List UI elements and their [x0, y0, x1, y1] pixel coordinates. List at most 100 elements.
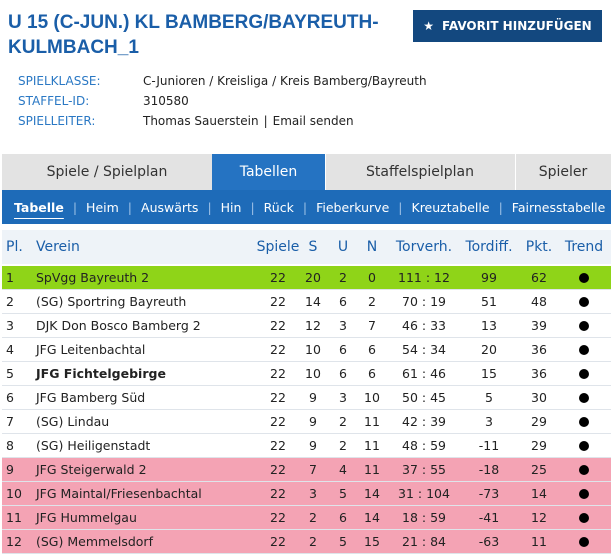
table-cell: 11 [364, 414, 380, 429]
table-cell: 13 [481, 318, 497, 333]
favorite-button[interactable]: ★ FAVORIT HINZUFÜGEN [413, 10, 602, 42]
table-cell[interactable]: JFG Bamberg Süd [36, 390, 146, 405]
subtab[interactable]: Rück [263, 199, 294, 215]
table-row: 1 SpVgg Bayreuth 2 22 20 2 0 111 : 12 99 62 [2, 266, 611, 290]
table-cell: 61 : 46 [402, 366, 446, 381]
subtab[interactable]: Fieberkurve [316, 199, 390, 215]
table-cell: 14 [305, 294, 321, 309]
table-cell: 4 [6, 342, 14, 357]
trend-cell [558, 482, 610, 505]
trend-cell [558, 386, 610, 409]
table-cell: 15 [481, 366, 497, 381]
table-cell: 12 [6, 534, 22, 549]
subtab[interactable]: Kreuztabelle [411, 199, 490, 215]
table-cell: 70 : 19 [402, 294, 446, 309]
subtab[interactable]: Hin [220, 199, 242, 215]
table-cell: 7 [368, 318, 376, 333]
subnav: Tabelle | Heim | Auswärts | Hin | Rück | Fieberkur… [2, 190, 611, 224]
table-cell[interactable]: (SG) Memmelsdorf [36, 534, 153, 549]
table-cell: 29 [531, 414, 547, 429]
column-header: Pl. [6, 239, 23, 255]
table-row: 11 JFG Hummelgau 22 2 6 14 18 : 59 -41 12 [2, 506, 611, 530]
table-cell: 6 [339, 510, 347, 525]
table-cell: 2 [339, 414, 347, 429]
table-row: 7 (SG) Lindau 22 9 2 11 42 : 39 3 29 [2, 410, 611, 434]
trend-dot [579, 488, 589, 499]
table-cell[interactable]: DJK Don Bosco Bamberg 2 [36, 318, 201, 333]
table-cell: 6 [368, 342, 376, 357]
table-cell: 20 [305, 270, 321, 285]
table-cell: 12 [531, 510, 547, 525]
table-cell: 22 [270, 294, 286, 309]
table-cell: 22 [270, 318, 286, 333]
table-cell: -11 [478, 438, 500, 453]
table-cell: 10 [364, 390, 380, 405]
table-cell: 14 [531, 486, 547, 501]
table-cell[interactable]: JFG Leitenbachtal [36, 342, 146, 357]
table-cell: 10 [6, 486, 22, 501]
table-cell: 8 [6, 438, 14, 453]
table-cell: 15 [364, 534, 380, 549]
table-row: 6 JFG Bamberg Süd 22 9 3 10 50 : 45 5 30 [2, 386, 611, 410]
table-cell[interactable]: JFG Maintal/Friesenbachtal [36, 486, 202, 501]
table-cell: 3 [339, 390, 347, 405]
table-cell[interactable]: (SG) Heiligenstadt [36, 438, 151, 453]
table-cell: 11 [364, 462, 380, 477]
table-cell[interactable]: SpVgg Bayreuth 2 [36, 270, 150, 285]
table-cell: 6 [339, 294, 347, 309]
info-value: C-Junioren / Kreisliga / Kreis Bamberg/B… [143, 74, 427, 88]
table-cell[interactable]: (SG) Sportring Bayreuth [36, 294, 187, 309]
table-row: 9 JFG Steigerwald 2 22 7 4 11 37 : 55 -18 25 [2, 458, 611, 482]
tab[interactable]: Spieler [515, 154, 612, 190]
subtab[interactable]: Auswärts [141, 199, 199, 215]
table-cell: 111 : 12 [398, 270, 450, 285]
table-cell: 3 [309, 486, 317, 501]
column-header: Pkt. [525, 239, 553, 255]
table-cell: 6 [339, 342, 347, 357]
table-cell: 37 : 55 [402, 462, 446, 477]
separator: | [398, 199, 403, 215]
table-cell: 2 [309, 510, 317, 525]
info-value: 310580 [143, 94, 189, 108]
table-cell: 10 [305, 342, 321, 357]
star-icon: ★ [423, 19, 435, 33]
table-cell: 25 [531, 462, 547, 477]
tab[interactable]: Staffelspielplan [325, 154, 516, 190]
table-cell: 31 : 104 [398, 486, 450, 501]
table-cell: -18 [478, 462, 500, 477]
column-header: Spiele [256, 239, 300, 255]
table-cell: 0 [368, 270, 376, 285]
table-cell[interactable]: JFG Steigerwald 2 [36, 462, 147, 477]
trend-dot [579, 512, 589, 523]
table-cell: 7 [309, 462, 317, 477]
separator: | [250, 199, 255, 215]
column-header: Torverh. [395, 239, 453, 255]
table-cell: 9 [309, 438, 317, 453]
separator: | [263, 114, 268, 128]
table-cell: 6 [339, 366, 347, 381]
email-link[interactable]: Email senden [272, 114, 354, 128]
info-label: SPIELKLASSE: [18, 74, 101, 88]
subtab[interactable]: Fairnesstabelle [511, 199, 606, 215]
trend-cell [558, 530, 610, 553]
table-cell: 36 [531, 342, 547, 357]
table-cell[interactable]: JFG Fichtelgebirge [36, 366, 166, 381]
subtab[interactable]: Heim [86, 199, 119, 215]
info-text: C-Junioren / Kreisliga / Kreis Bamberg/B… [143, 74, 427, 88]
column-header: S [308, 239, 318, 255]
table-cell: 48 : 59 [402, 438, 446, 453]
table-cell: 20 [481, 342, 497, 357]
subtab[interactable]: Tabelle [14, 199, 64, 215]
table-cell: 2 [309, 534, 317, 549]
table-cell: 6 [6, 390, 14, 405]
table-cell[interactable]: JFG Hummelgau [36, 510, 137, 525]
trend-cell [558, 434, 610, 457]
table-row: 8 (SG) Heiligenstadt 22 9 2 11 48 : 59 -11 29 [2, 434, 611, 458]
info-text: 310580 [143, 94, 189, 108]
table-cell: 10 [305, 366, 321, 381]
table-cell[interactable]: (SG) Lindau [36, 414, 110, 429]
tab[interactable]: Spiele / Spielplan [2, 154, 213, 190]
tab[interactable]: Tabellen [212, 154, 326, 190]
table-cell: -63 [478, 534, 500, 549]
